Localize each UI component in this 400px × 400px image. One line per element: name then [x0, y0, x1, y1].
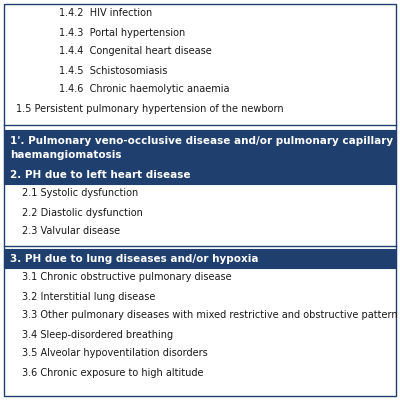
- Text: 3. PH due to lung diseases and/or hypoxia: 3. PH due to lung diseases and/or hypoxi…: [10, 254, 258, 264]
- Text: 3.5 Alveolar hypoventilation disorders: 3.5 Alveolar hypoventilation disorders: [22, 348, 208, 358]
- Text: 2.3 Valvular disease: 2.3 Valvular disease: [22, 226, 120, 236]
- Text: 2. PH due to left heart disease: 2. PH due to left heart disease: [10, 170, 190, 180]
- Text: 3.2 Interstitial lung disease: 3.2 Interstitial lung disease: [22, 292, 155, 302]
- Text: 1.4.3  Portal hypertension: 1.4.3 Portal hypertension: [59, 28, 185, 38]
- Text: 1.5 Persistent pulmonary hypertension of the newborn: 1.5 Persistent pulmonary hypertension of…: [16, 104, 284, 114]
- Text: 2.2 Diastolic dysfunction: 2.2 Diastolic dysfunction: [22, 208, 143, 218]
- Bar: [4, 130, 396, 165]
- Text: 1'. Pulmonary veno-occlusive disease and/or pulmonary capillary
haemangiomatosis: 1'. Pulmonary veno-occlusive disease and…: [10, 136, 393, 160]
- Text: 2.1 Systolic dysfunction: 2.1 Systolic dysfunction: [22, 188, 138, 198]
- Bar: [4, 249, 396, 268]
- Bar: [4, 165, 396, 184]
- Text: 3.1 Chronic obstructive pulmonary disease: 3.1 Chronic obstructive pulmonary diseas…: [22, 272, 232, 282]
- Text: 3.6 Chronic exposure to high altitude: 3.6 Chronic exposure to high altitude: [22, 368, 204, 378]
- Text: 3.3 Other pulmonary diseases with mixed restrictive and obstructive pattern: 3.3 Other pulmonary diseases with mixed …: [22, 310, 398, 320]
- Text: 1.4.5  Schistosomiasis: 1.4.5 Schistosomiasis: [59, 66, 167, 76]
- Text: 1.4.2  HIV infection: 1.4.2 HIV infection: [59, 8, 152, 18]
- Text: 1.4.4  Congenital heart disease: 1.4.4 Congenital heart disease: [59, 46, 212, 56]
- Text: 1.4.6  Chronic haemolytic anaemia: 1.4.6 Chronic haemolytic anaemia: [59, 84, 230, 94]
- Text: 3.4 Sleep-disordered breathing: 3.4 Sleep-disordered breathing: [22, 330, 173, 340]
